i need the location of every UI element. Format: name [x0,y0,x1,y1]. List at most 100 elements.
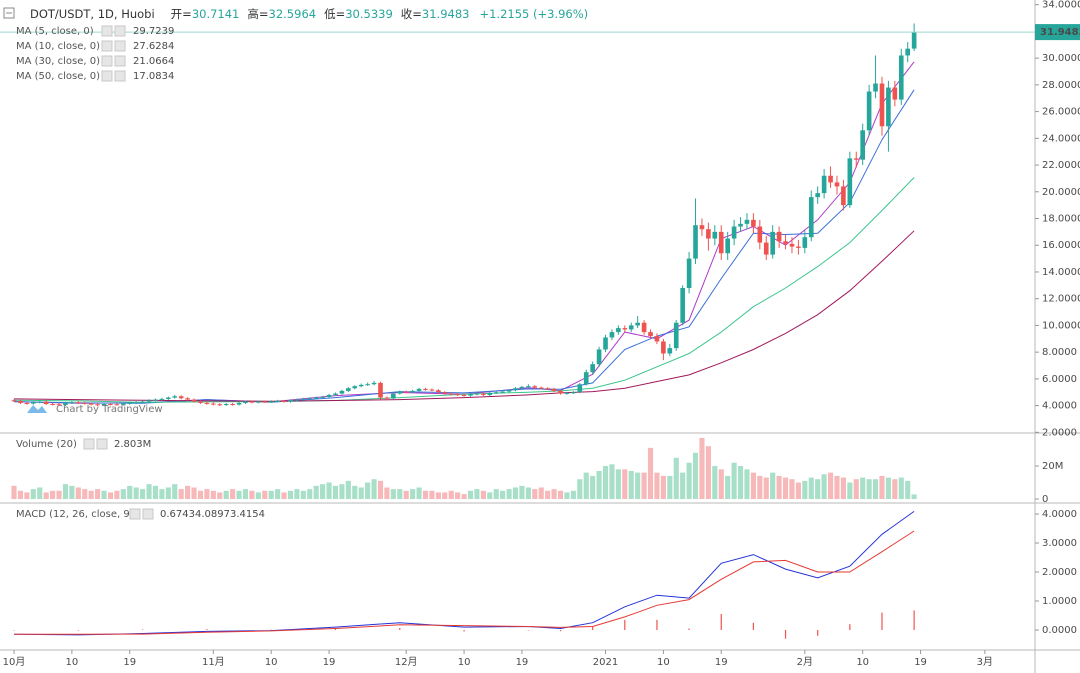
macd-histogram-bar [142,629,144,630]
x-tick-label: 19 [914,657,927,668]
candle-body [56,404,62,406]
macd-histogram-bar [752,622,754,630]
close-icon[interactable] [114,25,126,37]
last-price-label: 31.9483 [1040,27,1080,38]
candle-body [828,175,833,183]
volume-bar [332,485,339,500]
volume-bar [532,489,538,500]
candle-body [583,372,589,385]
settings-icon[interactable] [101,40,113,52]
macd-histogram-bar [784,629,787,639]
settings-icon[interactable] [101,55,113,67]
volume-bar [512,487,519,500]
volume-bar [320,484,326,500]
candle-body [114,404,120,406]
volume-bar [197,490,204,500]
volume-bar [898,477,904,500]
volume-bar [242,489,249,500]
candle-body [223,403,229,405]
x-tick-label: 10 [265,657,278,668]
y-tick-label: 10.0000 [1042,320,1080,331]
volume-bar [403,490,409,500]
candle-body [43,401,49,404]
candle-body [352,386,358,389]
candle-body [571,392,576,394]
volume-bar [750,472,756,500]
candle-body [18,400,23,403]
volume-bar [56,490,62,500]
settings-icon[interactable] [129,508,141,520]
candle-body [191,399,197,402]
close-icon[interactable] [114,70,126,82]
candle-body [146,400,152,402]
volume-bar [815,479,821,500]
candle-body [262,401,268,403]
y-tick-label: 30.0000 [1042,53,1080,64]
candle-body [249,401,255,403]
close-icon[interactable] [114,55,126,67]
ohlc-label: 收= [401,7,422,21]
close-icon[interactable] [142,508,154,520]
macd-line [14,530,915,635]
close-icon[interactable] [96,438,108,450]
candle-body [654,336,660,342]
volume-bar [821,474,827,500]
volume-bar [609,464,615,500]
settings-icon[interactable] [101,70,113,82]
legend-value: 27.6284 [133,41,174,52]
candle-body [468,394,473,396]
candle-body [30,402,36,404]
volume-bar [680,472,686,500]
candle-body [198,401,203,403]
candle-body [75,402,81,404]
volume-bar [120,489,126,500]
candle-body [140,401,145,403]
candle-body [635,322,640,326]
volume-bar [165,487,171,500]
collapse-icon[interactable] [3,7,15,19]
candle-body [770,231,775,255]
candle-body [526,386,531,388]
candle-body [661,341,666,354]
candle-body [275,400,280,402]
candle-body [673,322,679,349]
candle-body [879,83,885,127]
plot-layer: Chart by TradingView [0,23,1035,639]
legend-value: 0.6743 [160,509,195,520]
volume-value: 2.803M [114,439,151,450]
volume-bar [307,489,313,500]
y-tick-label: 20.0000 [1042,187,1080,198]
candle-body [564,392,570,394]
ohlc-value: 30.5339 [345,7,393,21]
macd-histogram-bar [817,629,819,636]
volume-bar [474,489,480,500]
candle-body [358,384,364,387]
candle-body [172,396,178,398]
candle-body [718,231,724,254]
volume-bar [223,490,229,500]
volume-bar [371,479,377,500]
macd-histogram-bar [688,628,690,630]
candle-body [429,389,435,391]
volume-bar [326,482,332,500]
x-tick-label: 10 [66,657,79,668]
candle-body [243,401,248,403]
candle-body [185,398,190,400]
macd-histogram-bar [849,624,851,630]
volume-bar [24,492,30,500]
y-tick-label: 0.0000 [1042,625,1077,636]
volume-bar [287,490,294,500]
y-tick-label: 2.0000 [1042,567,1077,578]
volume-bar [885,477,891,500]
settings-icon[interactable] [101,25,113,37]
candle-body [217,404,223,406]
settings-icon[interactable] [83,438,95,450]
candle-body [178,396,184,399]
candle-body [365,384,370,386]
volume-bar [731,462,737,500]
close-icon[interactable] [114,40,126,52]
volume-bar [635,472,641,500]
volume-bar [410,489,416,500]
candle-body [211,403,216,405]
ohlc-value: 31.9483 [422,7,470,21]
